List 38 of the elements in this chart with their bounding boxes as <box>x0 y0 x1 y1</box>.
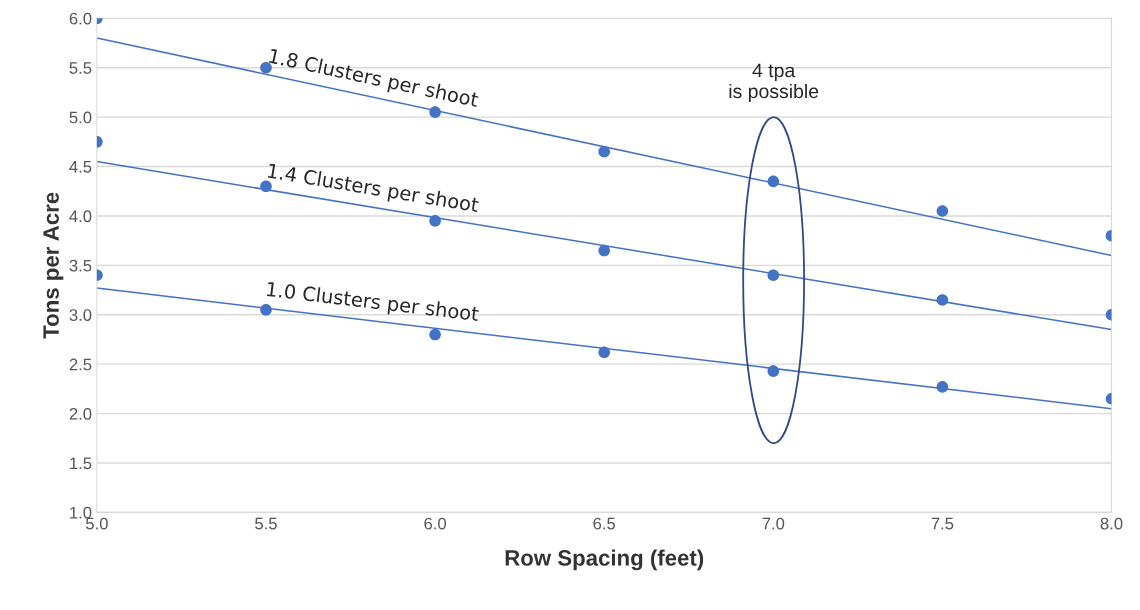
y-tick-label: 2.5 <box>69 358 92 371</box>
y-tick-label: 3.0 <box>69 309 92 321</box>
point <box>598 145 611 158</box>
point <box>598 346 611 359</box>
x-tick-label: 5.5 <box>255 517 277 530</box>
y-tick-label: 4.0 <box>69 210 92 223</box>
x-axis-title: Row Spacing (feet) <box>505 549 704 571</box>
point <box>767 365 780 377</box>
y-tick-label: 1.5 <box>70 457 92 470</box>
x-tick-label: 5.0 <box>85 517 108 530</box>
y-tick-label: 6.0 <box>69 12 92 25</box>
point <box>936 381 949 393</box>
point <box>429 106 441 118</box>
x-tick-label: 7.5 <box>931 517 954 530</box>
y-tick-label: 2.0 <box>69 407 92 420</box>
text: 1.4 Clusters per shoot <box>267 162 480 217</box>
point <box>260 180 272 193</box>
point <box>936 294 949 306</box>
x-tick-label: 7.0 <box>762 517 785 530</box>
point <box>260 304 272 316</box>
text: 1.8 Clusters per shoot <box>267 47 480 111</box>
point <box>767 175 780 188</box>
x-tick-label: 6.0 <box>424 517 447 530</box>
x-tick-label: 8.0 <box>1100 517 1123 530</box>
y-tick-label: 4.5 <box>69 161 92 173</box>
point <box>936 205 949 217</box>
y-tick-label: 3.5 <box>69 259 92 272</box>
x-tick-label: 6.5 <box>593 517 616 530</box>
text: 1.0 Clusters per shoot <box>266 281 480 325</box>
point <box>429 328 441 341</box>
annotation: 4 tpa is possible <box>729 63 819 103</box>
y-tick-label: 1.0 <box>70 506 92 519</box>
point <box>429 215 441 227</box>
point <box>767 269 780 282</box>
y-axis-title: Tons per Acre <box>43 192 64 339</box>
y-tick-label: 5.0 <box>69 111 92 124</box>
point <box>598 244 611 257</box>
y-tick-label: 5.5 <box>69 62 92 74</box>
